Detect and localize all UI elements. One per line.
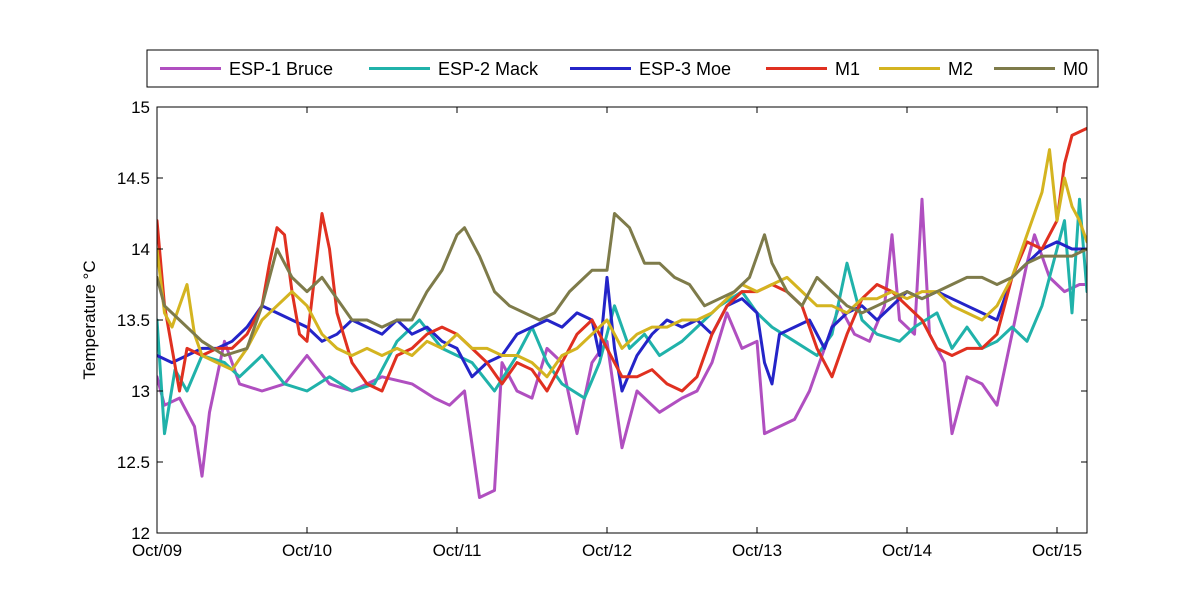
y-tick-label: 13.5 [117, 311, 150, 330]
series-line-m1 [157, 126, 1087, 393]
legend-label-esp-2-mack: ESP-2 Mack [438, 59, 539, 79]
x-tick-label: Oct/11 [433, 541, 482, 560]
y-tick-label: 12.5 [117, 453, 150, 472]
series-line-m2 [157, 148, 1087, 379]
plot-background [157, 107, 1087, 533]
x-tick-label: Oct/13 [732, 541, 782, 560]
x-tick-label: Oct/14 [882, 541, 932, 560]
x-tick-label: Oct/10 [282, 541, 332, 560]
legend-label-esp-3-moe: ESP-3 Moe [639, 59, 731, 79]
y-tick-label: 14.5 [117, 169, 150, 188]
y-tick-label: 12 [131, 524, 150, 543]
legend: ESP-1 Bruce ESP-2 Mack ESP-3 Moe M1 M2 M0 [146, 49, 1099, 88]
x-tick-label: Oct/12 [582, 541, 632, 560]
x-tick-label: Oct/15 [1032, 541, 1082, 560]
series-line-esp-1-bruce [157, 197, 1087, 499]
x-tick-label: Oct/09 [132, 541, 182, 560]
y-axis-title: Temperature °C [80, 260, 99, 379]
series-line-m0 [157, 212, 1087, 357]
legend-label-m2: M2 [948, 59, 973, 79]
series-line-esp-2-mack [157, 197, 1087, 436]
y-tick-label: 14 [131, 240, 150, 259]
legend-label-m0: M0 [1063, 59, 1088, 79]
legend-label-m1: M1 [835, 59, 860, 79]
legend-label-esp-1-bruce: ESP-1 Bruce [229, 59, 333, 79]
plot-area: 12 12.5 13 13.5 14 14.5 15 Oct/09 Oct/10 Oct/11 O… [117, 98, 1088, 560]
y-tick-label: 13 [131, 382, 150, 401]
y-tick-label: 15 [131, 98, 150, 117]
